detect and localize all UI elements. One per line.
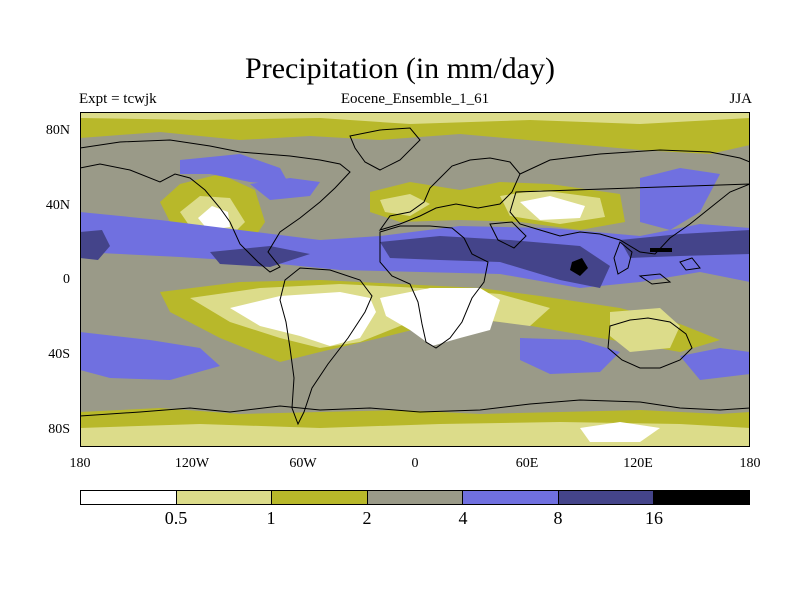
north-america-driest-zone (198, 206, 230, 230)
lon-tick-120e: 120E (623, 456, 653, 471)
lon-tick-60e: 60E (515, 456, 539, 471)
season-label: JJA (729, 91, 752, 107)
colorbar-swatch-0 (81, 491, 177, 504)
arctic-dry-band (80, 112, 750, 154)
coast-asia (509, 149, 750, 255)
lat-tick-80n: 80N (45, 123, 70, 138)
asia-driest-zone (520, 196, 585, 220)
coast-indochina (613, 241, 633, 275)
colorbar-label-2: 2 (362, 508, 372, 528)
coast-antarctica (80, 399, 750, 417)
itcz-extreme-cell (570, 258, 588, 276)
south-ocean-wet-belt (680, 348, 750, 380)
atlantic-wet-belt (250, 178, 320, 200)
map-frame (80, 112, 750, 447)
lon-tick-60w: 60W (289, 456, 317, 471)
colorbar-swatch-4 (463, 491, 559, 504)
itcz-extreme-streak (650, 248, 672, 252)
europe-light-zone (380, 194, 430, 216)
lat-tick-40n: 40N (45, 198, 70, 213)
colorbar-label-1: 1 (266, 508, 276, 528)
colorbar (80, 490, 750, 505)
coast-europe (378, 157, 521, 231)
precipitation-map (80, 112, 750, 447)
lon-tick-0: 0 (411, 456, 419, 471)
coast-greenland (349, 127, 421, 171)
south-indian-wet-belt (520, 338, 620, 374)
south-pacific-wet-belt (80, 332, 220, 380)
siberia-wet-belt (640, 168, 720, 230)
lon-tick-120w: 120W (174, 456, 210, 471)
arctic-light-band (80, 112, 750, 124)
colorbar-swatch-5 (558, 491, 655, 504)
colorbar-label-0-5: 0.5 (164, 508, 188, 528)
colorbar-label-4: 4 (458, 508, 468, 528)
lat-tick-80s: 80S (48, 422, 70, 437)
australia-light-zone (610, 308, 680, 352)
colorbar-swatch-3 (367, 491, 464, 504)
itcz-core-west (80, 230, 110, 260)
ensemble-label: Eocene_Ensemble_1_61 (340, 91, 490, 107)
lon-tick-180w: 180 (69, 456, 91, 471)
colorbar-swatch-1 (176, 491, 273, 504)
north-pacific-wet-belt (180, 154, 290, 186)
experiment-label: Expt = tcwjk (79, 91, 157, 107)
coastlines (80, 127, 750, 426)
colorbar-label-8: 8 (553, 508, 563, 528)
coast-africa (379, 225, 489, 349)
antarctic-driest-patch (580, 422, 660, 442)
coast-north-america (80, 139, 351, 273)
coast-arabia (489, 221, 527, 249)
itcz-core-mid (210, 246, 310, 267)
coast-islands (638, 257, 701, 285)
lat-tick-0: 0 (63, 272, 70, 287)
colorbar-label-16: 16 (645, 508, 663, 528)
page-title: Precipitation (in mm/day) (245, 52, 555, 85)
colorbar-swatch-2 (272, 491, 368, 504)
itcz-core-east (380, 236, 610, 288)
lat-tick-40s: 40S (48, 347, 70, 362)
south-america-driest-zone (230, 292, 376, 346)
coast-australia (607, 317, 693, 369)
coast-south-america (279, 267, 373, 426)
lon-tick-180e: 180 (739, 456, 761, 471)
colorbar-swatch-6 (654, 491, 750, 504)
